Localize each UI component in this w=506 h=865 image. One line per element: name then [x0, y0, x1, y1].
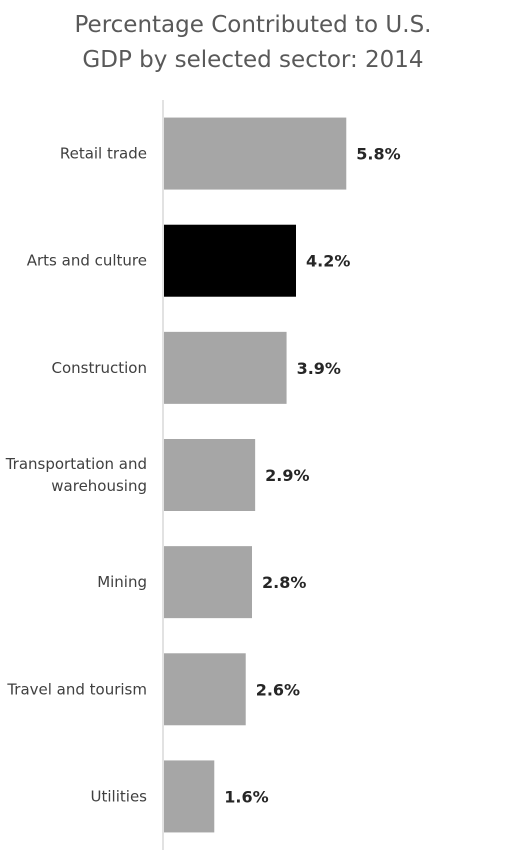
category-label: Transportation and warehousing: [5, 455, 147, 495]
category-label-line: Arts and culture: [27, 252, 147, 270]
chart-title-line-2: GDP by selected sector: 2014: [82, 47, 424, 73]
data-label: 5.8%: [356, 145, 400, 164]
category-label-line: Transportation and: [5, 455, 147, 473]
bar: [164, 439, 256, 511]
data-label: 2.9%: [265, 466, 309, 485]
data-label: 1.6%: [224, 787, 268, 806]
category-label: Arts and culture: [27, 252, 147, 270]
category-label-line: warehousing: [51, 477, 147, 495]
category-label: Utilities: [91, 787, 148, 805]
bar: [164, 224, 296, 297]
category-label: Construction: [51, 359, 147, 377]
bar: [164, 546, 252, 619]
bar: [164, 331, 287, 404]
category-label-line: Construction: [51, 359, 147, 377]
bar: [164, 760, 215, 833]
category-label-line: Mining: [97, 573, 147, 591]
category-label: Travel and tourism: [6, 680, 147, 698]
data-label: 2.8%: [262, 573, 306, 592]
category-label: Mining: [97, 573, 147, 591]
chart-title-line-1: Percentage Contributed to U.S.: [74, 12, 432, 38]
bar: [164, 117, 347, 190]
data-label: 3.9%: [297, 359, 341, 378]
data-label: 4.2%: [306, 252, 350, 271]
category-label-line: Retail trade: [60, 145, 147, 163]
data-label: 2.6%: [256, 680, 300, 699]
category-label: Retail trade: [60, 145, 147, 163]
bar: [164, 653, 246, 726]
category-label-line: Utilities: [91, 787, 148, 805]
chart-title: Percentage Contributed to U.S. GDP by se…: [0, 8, 506, 78]
category-label-line: Travel and tourism: [6, 680, 147, 698]
